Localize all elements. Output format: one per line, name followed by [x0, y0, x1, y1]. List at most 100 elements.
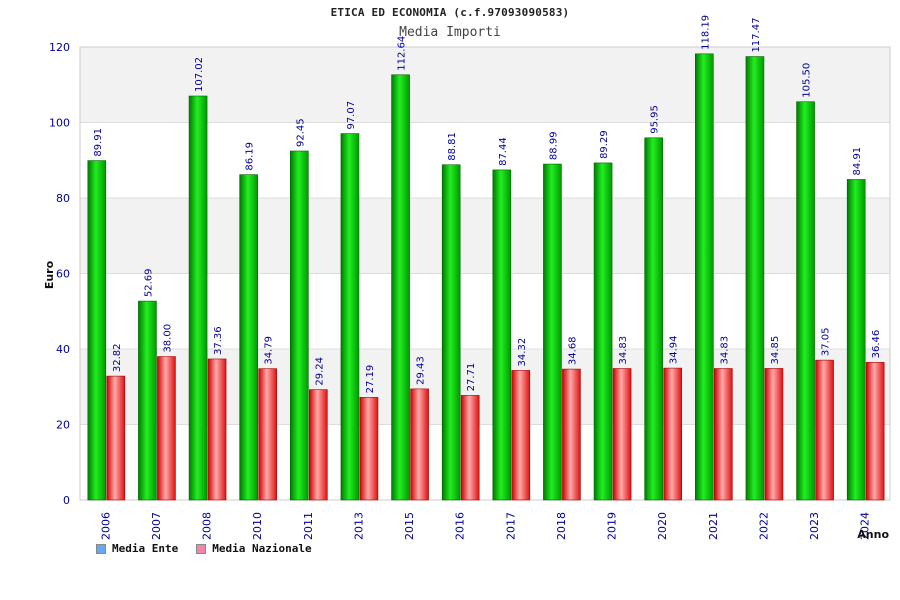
x-tick-label: 2022: [757, 512, 770, 540]
bar-media-nazionale: [865, 362, 885, 501]
legend-label-media-nazionale: Media Nazionale: [212, 542, 312, 555]
bar-media-ente: [745, 56, 765, 501]
data-label-media-ente: 89.91: [93, 128, 104, 157]
data-label-media-nazionale: 29.24: [314, 357, 325, 386]
data-label-media-nazionale: 37.05: [821, 327, 832, 356]
x-tick-label: 2019: [606, 512, 619, 540]
x-tick-label: 2015: [403, 512, 416, 540]
data-label-media-ente: 117.47: [751, 18, 762, 53]
bar-media-nazionale: [460, 395, 480, 501]
data-label-media-nazionale: 27.71: [466, 363, 477, 392]
bar-media-nazionale: [663, 367, 682, 501]
data-label-media-ente: 84.91: [852, 147, 863, 176]
data-label-media-ente: 95.95: [650, 105, 661, 134]
legend-swatch-media-nazionale: [196, 543, 207, 554]
data-label-media-nazionale: 34.83: [618, 336, 629, 365]
bar-media-nazionale: [359, 397, 379, 501]
bar-media-nazionale: [309, 389, 328, 501]
bar-media-nazionale: [815, 359, 834, 501]
data-label-media-ente: 87.44: [498, 137, 509, 166]
data-label-media-ente: 118.19: [700, 15, 711, 50]
bar-media-ente: [441, 164, 461, 501]
bar-media-nazionale: [764, 368, 784, 501]
bar-media-nazionale: [207, 358, 227, 501]
legend-label-media-ente: Media Ente: [112, 542, 179, 555]
data-label-media-nazionale: 38.00: [162, 324, 173, 353]
data-label-media-nazionale: 29.43: [416, 356, 427, 385]
plot-border: [79, 46, 891, 501]
bar-media-nazionale: [106, 375, 126, 501]
y-tick-label: 120: [49, 41, 70, 54]
bar-media-nazionale: [157, 356, 176, 501]
bar-media-nazionale: [714, 368, 733, 501]
data-label-media-nazionale: 32.82: [112, 343, 123, 372]
bar-media-nazionale: [612, 368, 632, 501]
bar-media-ente: [239, 174, 258, 501]
x-tick-label: 2008: [201, 512, 214, 540]
chart-subtitle: Media Importi: [399, 25, 501, 40]
data-label-media-nazionale: 34.94: [669, 335, 680, 364]
bar-media-nazionale: [410, 388, 429, 501]
data-label-media-ente: 52.69: [143, 268, 154, 297]
bar-media-ente: [87, 160, 107, 501]
bar-media-ente: [290, 150, 309, 501]
bar-media-nazionale: [258, 368, 277, 501]
legend-item-media-nazionale: Media Nazionale: [196, 542, 312, 555]
x-tick-label: 2017: [504, 512, 517, 540]
y-tick-label: 40: [56, 343, 70, 356]
x-tick-label: 2007: [150, 512, 163, 540]
x-tick-label: 2018: [555, 512, 568, 540]
data-label-media-ente: 97.07: [346, 101, 357, 130]
bar-media-ente: [846, 179, 866, 501]
x-tick-label: 2016: [454, 512, 467, 540]
data-label-media-nazionale: 34.68: [567, 336, 578, 365]
x-tick-label: 2011: [302, 512, 315, 540]
data-label-media-nazionale: 34.79: [264, 336, 275, 365]
x-tick-label: 2013: [352, 512, 365, 540]
bar-media-ente: [391, 74, 410, 501]
data-label-media-nazionale: 36.46: [871, 330, 882, 359]
data-label-media-ente: 88.99: [548, 131, 559, 160]
data-label-media-nazionale: 34.83: [719, 336, 730, 365]
legend-item-media-ente: Media Ente: [96, 542, 178, 555]
data-label-media-ente: 89.29: [599, 130, 610, 159]
bar-media-ente: [796, 101, 815, 501]
y-tick-label: 0: [63, 494, 70, 507]
bar-media-nazionale: [562, 368, 581, 501]
data-label-media-nazionale: 37.36: [213, 326, 224, 355]
data-label-media-ente: 88.81: [447, 132, 458, 161]
x-tick-label: 2006: [99, 512, 112, 540]
data-label-media-nazionale: 27.19: [365, 365, 376, 394]
bar-media-ente: [543, 163, 562, 501]
bar-media-ente: [188, 95, 208, 501]
y-tick-label: 60: [56, 268, 70, 281]
x-tick-label: 2023: [808, 512, 821, 540]
x-tick-label: 2021: [707, 512, 720, 540]
y-tick-label: 100: [49, 117, 70, 130]
chart-legend: Media Ente Media Nazionale: [96, 542, 312, 555]
data-label-media-nazionale: 34.85: [770, 336, 781, 365]
bar-media-ente: [593, 162, 613, 501]
chart-title: ETICA ED ECONOMIA (c.f.97093090583): [330, 6, 570, 19]
x-axis-label: Anno: [857, 528, 889, 541]
x-tick-label: 2010: [251, 512, 264, 540]
x-tick-label: 2020: [656, 512, 669, 540]
bar-media-ente: [644, 137, 663, 501]
x-tick-label: 2024: [859, 512, 872, 540]
data-label-media-nazionale: 34.32: [517, 338, 528, 367]
bar-media-ente: [695, 53, 714, 501]
data-label-media-ente: 92.45: [295, 118, 306, 147]
bar-media-ente: [340, 133, 360, 501]
y-tick-label: 20: [56, 419, 70, 432]
bar-media-ente: [138, 300, 157, 501]
bar-media-ente: [492, 169, 512, 501]
bar-media-nazionale: [511, 370, 531, 501]
y-tick-label: 80: [56, 192, 70, 205]
data-label-media-ente: 86.19: [245, 142, 256, 171]
data-label-media-ente: 105.50: [802, 63, 813, 98]
y-axis-label: Euro: [43, 260, 56, 289]
legend-swatch-media-ente: [96, 543, 106, 554]
data-label-media-ente: 107.02: [194, 57, 205, 92]
